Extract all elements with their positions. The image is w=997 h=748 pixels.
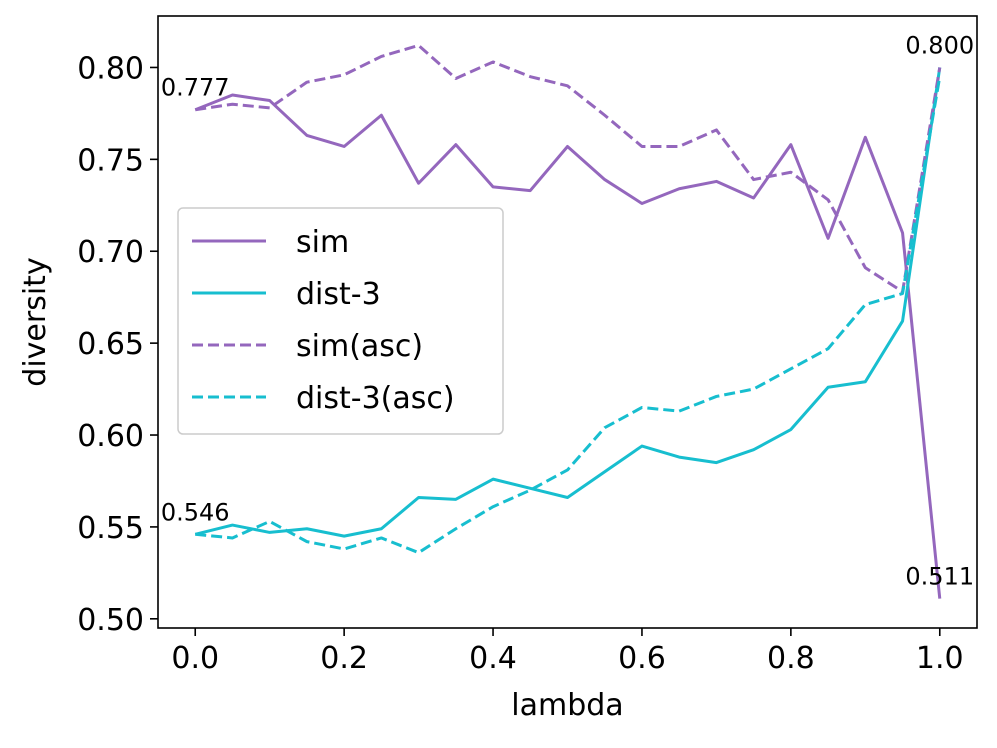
- y-tick-label: 0.80: [77, 51, 144, 86]
- legend-label: dist-3(asc): [296, 381, 455, 416]
- axes-layer: [157, 15, 978, 629]
- series-layer: [194, 43, 942, 599]
- annotation-label: 0.511: [905, 563, 974, 591]
- y-axis: 0.50 0.55 0.60 0.65 0.70 0.75 0.80: [77, 51, 158, 638]
- y-tick-label: 0.70: [77, 235, 144, 270]
- series-line-sim-asc: [195, 43, 942, 294]
- y-axis-title: diversity: [18, 257, 53, 386]
- annotation-layer: 0.777 0.546 0.800 0.511: [161, 31, 974, 590]
- legend-label: sim: [296, 225, 349, 260]
- annotation-label: 0.777: [161, 74, 230, 102]
- y-tick-label: 0.50: [77, 603, 144, 638]
- series-line-sim: [194, 93, 942, 599]
- legend-label: sim(asc): [296, 329, 423, 364]
- series-line-dist-3: [194, 67, 942, 538]
- y-tick-label: 0.75: [77, 143, 144, 178]
- x-tick-label: 0.6: [618, 641, 666, 676]
- x-axis: 0.0 0.2 0.4 0.6 0.8 1.0: [171, 628, 964, 676]
- annotation-label: 0.546: [161, 498, 230, 526]
- x-tick-label: 1.0: [916, 641, 964, 676]
- annotation-label: 0.800: [905, 31, 974, 59]
- x-axis-title: lambda: [511, 688, 623, 723]
- plot-frame: [157, 15, 978, 629]
- legend-box: [177, 207, 504, 435]
- y-tick-label: 0.60: [77, 419, 144, 454]
- x-tick-label: 0.2: [320, 641, 368, 676]
- legend-label: dist-3: [296, 277, 381, 312]
- x-tick-label: 0.4: [469, 641, 517, 676]
- legend: sim dist-3 sim(asc) dist-3(asc): [177, 207, 504, 435]
- series-line-dist-3-asc: [195, 76, 942, 555]
- x-tick-label: 0.8: [767, 641, 815, 676]
- x-tick-label: 0.0: [171, 641, 219, 676]
- y-tick-label: 0.65: [77, 327, 144, 362]
- y-tick-label: 0.55: [77, 511, 144, 546]
